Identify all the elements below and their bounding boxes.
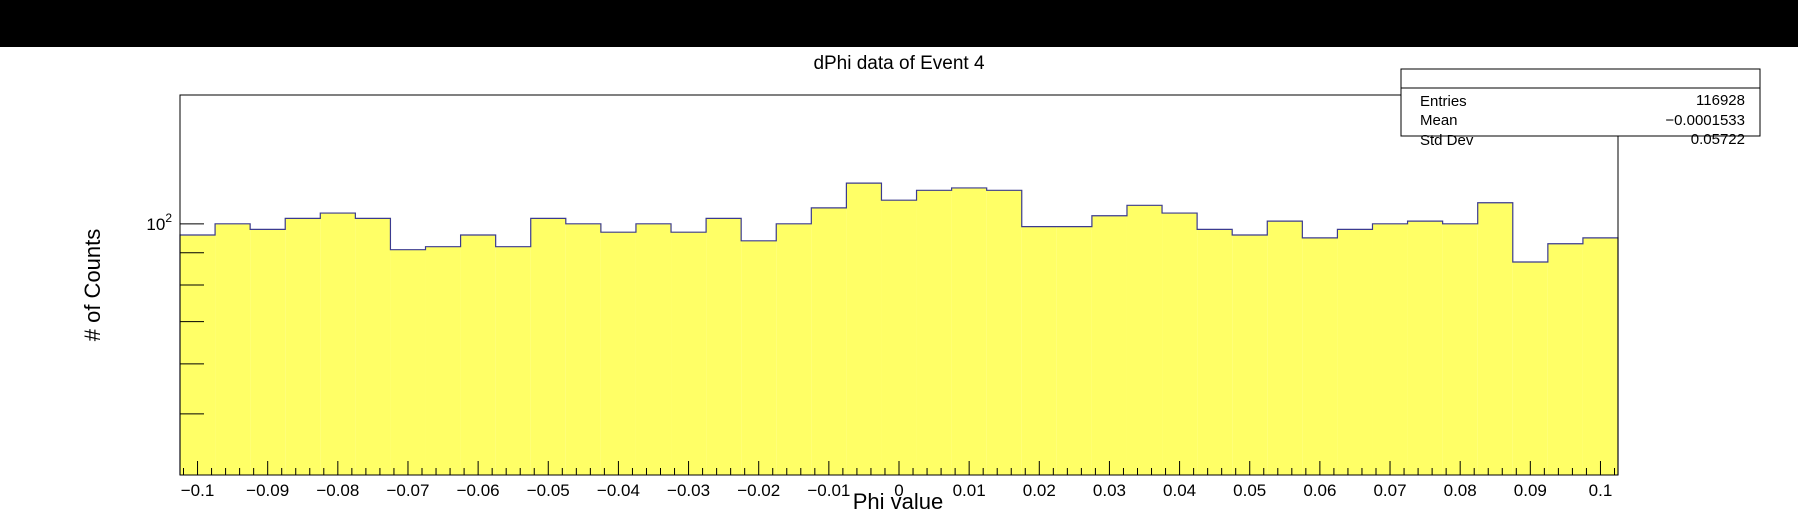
x-tick-label: −0.04 [597,481,640,500]
histogram-bin [846,183,882,475]
histogram-bin [250,229,286,475]
histogram-bin [530,218,566,475]
histogram-bin [1232,235,1268,475]
x-tick-label: 0.05 [1233,481,1266,500]
plot-canvas: dPhi data of Event 4 −0.1 −0.09 −0.08 −0.07… [0,47,1798,525]
x-tick-label: 0.09 [1514,481,1547,500]
x-tick-label: −0.08 [316,481,359,500]
histogram-bin [916,190,952,475]
histogram-bin [180,235,216,475]
stats-mean-label: Mean [1420,112,1458,129]
x-tick-label: −0.03 [667,481,710,500]
y-axis-label: # of Counts [80,229,105,342]
histogram-bin [1337,229,1373,475]
histogram-bin [951,187,987,475]
stats-box-frame [1400,68,1761,137]
histogram-bin [1056,226,1092,475]
histogram-bin [986,190,1022,475]
histogram-bin [741,240,777,475]
histogram-bin [1162,213,1198,475]
stats-mean-value: −0.0001533 [1665,112,1745,129]
histogram-bin [1512,262,1548,475]
histogram-layer [179,182,1619,476]
x-tick-label: −0.05 [527,481,570,500]
x-tick-label: 0.03 [1093,481,1126,500]
histogram-bin [1442,223,1478,475]
x-tick-label: −0.07 [386,481,429,500]
x-tick-label: 0 [894,481,903,500]
histogram-bin [565,223,601,475]
histogram-bin [1302,237,1338,475]
histogram-bin [495,246,531,475]
histogram-bin [600,232,636,475]
stats-stddev-label: Std Dev [1420,132,1474,149]
x-tick-label: 0.07 [1373,481,1406,500]
histogram-bin [1267,221,1303,475]
histogram-bin [355,218,391,475]
histogram-bin [285,218,321,475]
x-tick-label: −0.1 [181,481,215,500]
x-tick-label: 0.08 [1444,481,1477,500]
x-tick-label: 0.04 [1163,481,1196,500]
histogram-bin [671,232,707,475]
x-axis: −0.1 −0.09 −0.08 −0.07 −0.06 −0.05 −0.04 −0.03 −… [181,461,1615,500]
x-tick-label: −0.09 [246,481,289,500]
x-tick-label: 0.02 [1023,481,1056,500]
stats-stddev-value: 0.05722 [1691,131,1745,148]
x-axis-label: Phi value [853,489,944,514]
stats-box: Entries 116928 Mean −0.0001533 Std Dev 0… [1400,68,1761,149]
stats-entries-value: 116928 [1696,92,1745,109]
histogram-bin [1197,229,1233,475]
histogram-bin [1477,202,1513,475]
x-tick-label: −0.02 [737,481,780,500]
histogram-bin [215,223,251,475]
x-tick-label: −0.06 [457,481,500,500]
histogram-bin [460,235,496,475]
histogram-bin [881,200,917,476]
histogram-outline [179,182,1619,475]
histogram-bin [390,249,426,475]
histogram-bin [1547,243,1583,475]
x-tick-label: 0.06 [1303,481,1336,500]
histogram-bin [776,223,812,475]
histogram-bin [425,246,461,475]
histogram-bin [1091,215,1127,475]
histogram-chart: dPhi data of Event 4 −0.1 −0.09 −0.08 −0.07… [80,53,1761,514]
histogram-bin [1372,223,1408,475]
histogram-bin [1021,226,1057,475]
histogram-bin [635,223,672,475]
histogram-bin [320,213,356,475]
y-tick-label: 102 [146,211,172,234]
x-tick-label: 0.1 [1589,481,1613,500]
y-axis: 102 [146,211,204,415]
histogram-bin [1582,237,1618,475]
histogram-bin [706,218,742,475]
x-tick-label: 0.01 [953,481,986,500]
histogram-bin [1407,221,1443,475]
x-tick-label: −0.01 [807,481,850,500]
histogram-bin [1126,205,1163,476]
chart-title: dPhi data of Event 4 [813,53,985,74]
histogram-bin [811,207,847,475]
stats-entries-label: Entries [1420,93,1467,110]
